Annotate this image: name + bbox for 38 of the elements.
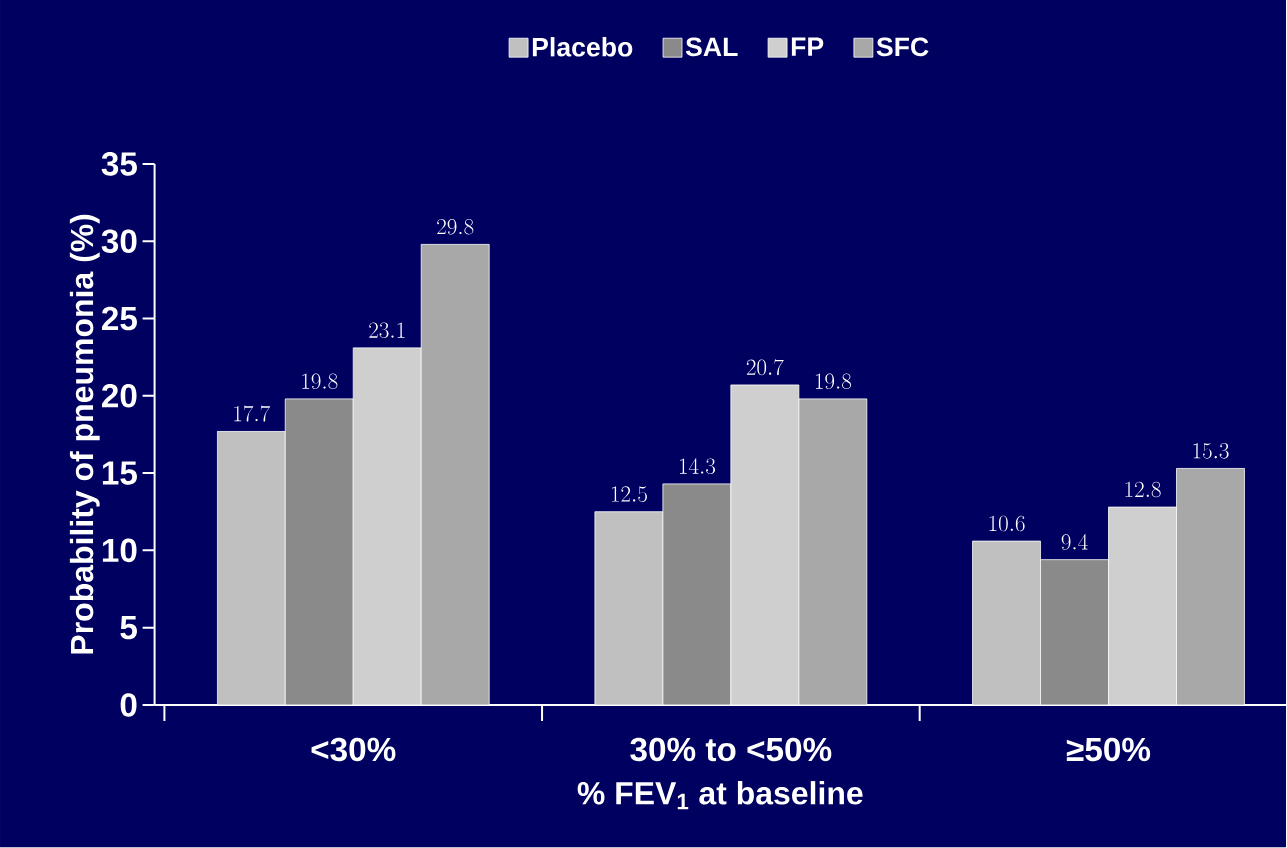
data-label: 19.8: [815, 373, 852, 390]
y-tick-label: 30: [101, 229, 137, 254]
bar: [594, 511, 664, 706]
data-label: 20.7: [746, 359, 784, 376]
x-tick-label: <30%: [311, 737, 396, 762]
data-label: 19.8: [302, 373, 338, 390]
bar: [730, 384, 800, 706]
y-tick-label: 20: [101, 384, 137, 408]
legend-label: Placebo: [532, 37, 633, 57]
bar: [972, 540, 1041, 706]
legend-label: SFC: [876, 37, 929, 57]
bar: [1040, 559, 1109, 706]
legend-label: SAL: [685, 37, 738, 57]
data-label: 14.3: [679, 458, 716, 475]
x-axis-title: % FEV$_{1}$ at baseline: [577, 781, 863, 810]
data-label: 17.7: [234, 405, 271, 422]
data-label: 12.5: [611, 486, 647, 503]
bar: [1108, 506, 1177, 706]
y-tick-label: 5: [120, 616, 137, 640]
x-tick-label: ≥50%: [1066, 737, 1151, 762]
y-tick-label: 15: [102, 461, 137, 485]
y-tick-label: 0: [120, 693, 137, 717]
data-label: 29.8: [437, 219, 474, 235]
y-tick-label: 25: [101, 306, 137, 331]
bar: [662, 483, 732, 706]
data-label: 15.3: [1193, 443, 1229, 459]
data-label: 10.6: [989, 515, 1025, 532]
data-label: 23. 1: [369, 322, 405, 339]
y-axis-title: Probability of pneumonia (%): [69, 215, 100, 654]
bar: [216, 431, 286, 706]
y-tick-label: 10: [102, 538, 137, 563]
bar: [284, 398, 354, 706]
data-label: 12.8: [1125, 481, 1161, 498]
y-tick-label: 35: [101, 152, 137, 176]
bar: [352, 347, 422, 706]
x-tick-label: 30% to <50%: [630, 737, 832, 762]
data-label: 9.4: [1061, 534, 1088, 551]
legend-label: FP: [791, 37, 824, 57]
